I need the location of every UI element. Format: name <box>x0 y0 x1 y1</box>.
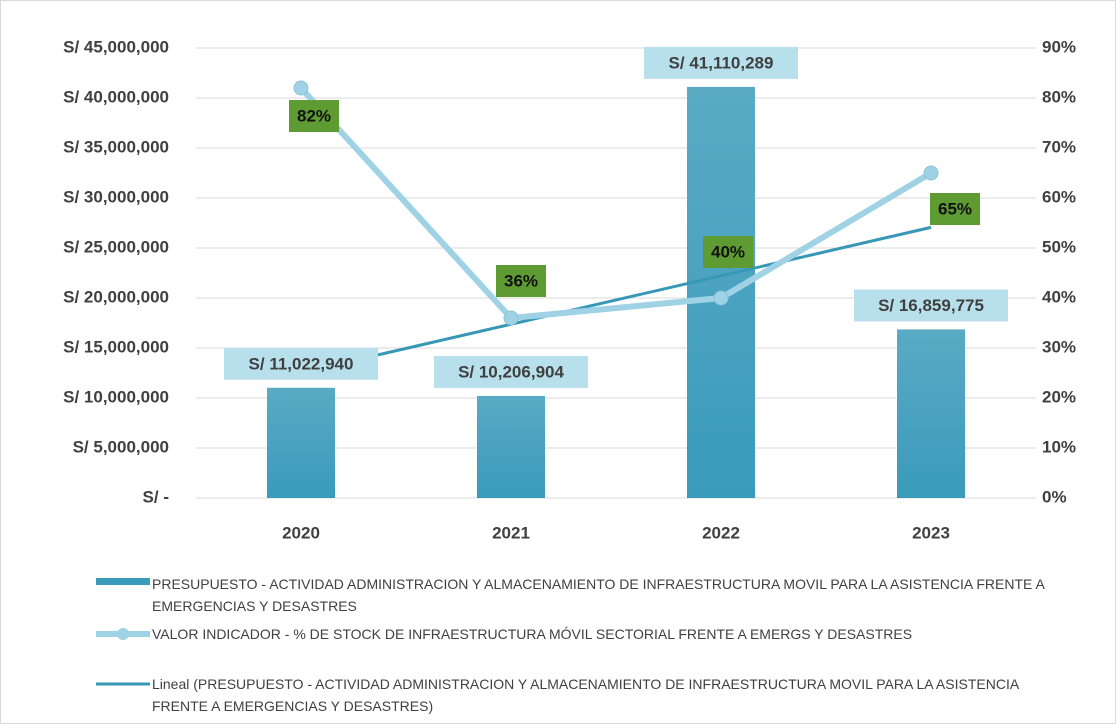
trendline <box>300 225 932 375</box>
legend-swatch <box>96 578 150 585</box>
y2-tick-label: 30% <box>1042 337 1076 356</box>
data-label-box <box>434 355 588 388</box>
y-tick-label: S/ 40,000,000 <box>63 87 169 106</box>
bar <box>477 395 545 498</box>
y2-tick-label: 70% <box>1042 137 1076 156</box>
legend-swatch-bar <box>96 578 150 585</box>
y2-tick-label: 0% <box>1042 487 1067 506</box>
data-label-box <box>289 100 339 132</box>
data-label: S/ 16,859,775 <box>878 296 984 315</box>
x-tick-label: 2020 <box>282 523 320 542</box>
data-label-box <box>930 193 980 225</box>
line <box>298 85 933 321</box>
y-tick-label: S/ 10,000,000 <box>63 387 169 406</box>
legend-label: PRESUPUESTO - ACTIVIDAD ADMINISTRACION Y… <box>152 576 1045 614</box>
legend-swatch-marker <box>117 628 129 640</box>
data-label-box <box>224 347 378 380</box>
y-tick-label: S/ 5,000,000 <box>73 437 169 456</box>
legend-item: Lineal (PRESUPUESTO - ACTIVIDAD ADMINIST… <box>96 673 1072 717</box>
legend-item: VALOR INDICADOR - % DE STOCK DE INFRAEST… <box>96 623 1072 645</box>
data-label-box <box>703 236 753 268</box>
data-label: S/ 41,110,289 <box>669 53 774 72</box>
y2-tick-label: 50% <box>1042 237 1076 256</box>
y-tick-label: S/ 45,000,000 <box>63 37 169 56</box>
y-tick-label: S/ 15,000,000 <box>63 337 169 356</box>
data-label-box <box>496 265 546 297</box>
y2-tick-label: 40% <box>1042 287 1076 306</box>
y2-tick-label: 80% <box>1042 87 1076 106</box>
y2-tick-label: 60% <box>1042 187 1076 206</box>
data-label: 82% <box>297 106 331 125</box>
line-marker <box>293 80 309 96</box>
y2-tick-label: 20% <box>1042 387 1076 406</box>
x-tick-label: 2021 <box>492 523 530 542</box>
legend-item: PRESUPUESTO - ACTIVIDAD ADMINISTRACION Y… <box>96 573 1072 617</box>
x-tick-label: 2022 <box>702 523 740 542</box>
legend-swatch <box>96 628 150 640</box>
data-label-box <box>854 289 1008 322</box>
x-tick-label: 2023 <box>912 523 950 542</box>
y-tick-label: S/ 30,000,000 <box>63 187 169 206</box>
legend-label: VALOR INDICADOR - % DE STOCK DE INFRAEST… <box>152 626 913 642</box>
plot-area: S/ - S/ 5,000,000 S/ 10,000,000 S/ 15,000,0… <box>63 37 1076 542</box>
bar <box>267 387 335 498</box>
legend-label: Lineal (PRESUPUESTO - ACTIVIDAD ADMINIST… <box>152 676 1019 714</box>
data-label: 40% <box>711 242 745 261</box>
bar <box>897 329 965 498</box>
line-marker <box>713 290 729 306</box>
y-tick-label: S/ 25,000,000 <box>63 237 169 256</box>
data-label: S/ 11,022,940 <box>249 354 354 373</box>
legend-swatch <box>96 682 150 686</box>
y2-tick-label: 90% <box>1042 37 1076 56</box>
y-tick-label: S/ - <box>143 487 169 506</box>
y2-tick-label: 10% <box>1042 437 1076 456</box>
line-marker <box>923 165 939 181</box>
data-label-box <box>644 46 798 79</box>
y-tick-label: S/ 20,000,000 <box>63 287 169 306</box>
line-marker <box>503 310 519 326</box>
data-label: 65% <box>938 199 972 218</box>
data-label: 36% <box>504 271 538 290</box>
data-label: S/ 10,206,904 <box>458 362 564 381</box>
y-tick-label: S/ 35,000,000 <box>63 137 169 156</box>
